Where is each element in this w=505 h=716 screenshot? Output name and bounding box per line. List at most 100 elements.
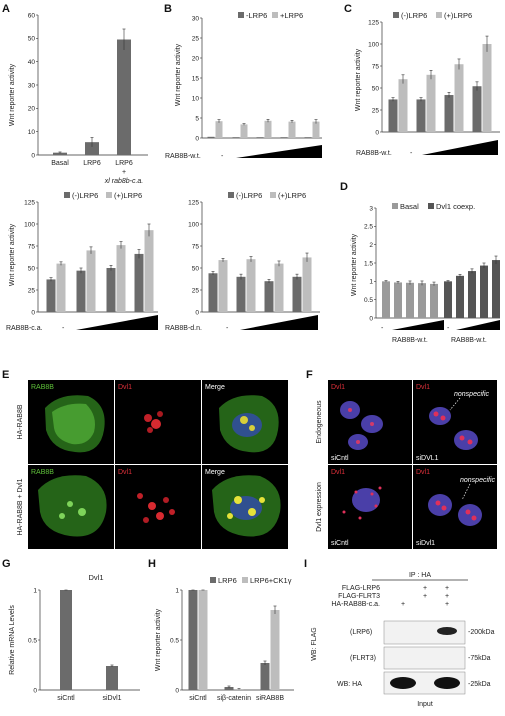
panel-c-ytick-label: 75 [372,63,380,70]
panel-b-chart: 0 5 10 15 20 25 30 [192,15,322,142]
panel-f-nonspecific-1: nonspecific [454,391,490,398]
panel-c-s2-bar [426,74,436,132]
panel-h-s1-bar [188,590,198,690]
panel-c-ylabel: Wnt reporter activity [355,48,362,111]
panel-a-lower-ylabel: Wnt reporter activity [9,223,16,286]
panel-i-sign-r0c1: + [423,585,427,592]
panel-d-s2-bar [456,275,464,318]
panel-g-ytick-label: 0 [33,687,37,694]
panel-label-g: G [2,558,11,570]
panel-label-a: A [2,3,10,15]
panel-i-sign-r1c2: + [445,593,449,600]
panel-i-wb-flag-top: WB: FLAG [311,627,318,660]
panel-a-bar [85,142,99,155]
panel-a-lower-s2-bar [116,245,126,312]
panel-b-s2-bar [288,121,296,138]
panel-b-lower-s1-bar [292,276,302,312]
panel-g-ytick-label: 0.5 [28,637,37,644]
panel-a-lower-s1-bar [134,253,144,312]
panel-b-ytick-label: 25 [192,35,200,42]
panel-f-image-r1c2 [413,380,497,464]
panel-g-bar [60,590,72,690]
panel-d-ytick-label: 0 [369,315,373,322]
panel-h-legend-swatch-1 [210,577,216,583]
panel-i-blot [372,579,468,695]
panel-d-dash-2: - [447,325,450,332]
panel-b-legend-1: -LRP6 [246,11,267,20]
panel-b-s1-bar [280,137,288,138]
panel-f-image-r2c2 [413,465,497,549]
panel-c-chart: 0 25 50 75 100 125 [368,19,500,136]
panel-b-lower-ytick-label: 0 [195,309,199,316]
panel-c-ytick-label: 0 [375,129,379,136]
panel-d-s2-bar [480,265,488,318]
panel-b-lower-ytick-label: 50 [192,265,200,272]
panel-b-dash: - [221,153,224,160]
panel-a-lower-s2-bar [144,230,154,312]
panel-b-xlabel: RAB8B-w.t. [165,153,201,160]
panel-a-lower-legend-1: (-)LRP6 [72,191,98,200]
panel-b-ylabel: Wnt reporter activity [175,43,182,106]
panel-a-lower-ytick-label: 0 [31,309,35,316]
panel-d-s2-bar [492,260,500,318]
panel-b-lower-ytick-label: 125 [188,199,199,206]
panel-a-cat-lrp6b: LRP6 [115,160,133,167]
panel-i-ip-label: IP : HA [409,572,431,579]
panel-c-s2-bar [454,64,464,132]
panel-a-lower-s1-bar [106,268,116,312]
panel-b-legend-swatch-1 [238,12,244,18]
panel-f-bottom-r2c1: siCntl [331,540,349,547]
panel-d-xlabel-1: RAB8B-w.t. [392,337,428,344]
panel-b-lower-s1-bar [208,273,218,312]
panel-c-legend-2: (+)LRP6 [444,11,472,20]
panel-b-lower-legend-1: (-)LRP6 [236,191,262,200]
panel-label-i: I [304,558,307,570]
panel-g-bar [106,666,118,690]
panel-a-lower-s2-bar [86,250,96,312]
panel-b-legend-2: +LRP6 [280,11,303,20]
panel-f-nonspecific-2: nonspecific [460,477,496,484]
panel-c-legend-1: (-)LRP6 [401,11,427,20]
panel-b-lower-s1-bar [264,281,274,312]
panel-b-ytick-label: 30 [192,15,200,22]
panel-c-legend-swatch-1 [393,12,399,18]
panel-a-lower-s1-bar [46,279,56,312]
panel-a-ytick-label: 60 [28,12,36,19]
panel-f-micrographs [328,380,497,549]
panel-b-lower-s2-bar [274,263,284,312]
panel-b-ytick-label: 15 [192,75,200,82]
panel-b-s1-bar [304,137,312,138]
panel-g-ylabel: Relative mRNA Levels [9,605,16,675]
panel-h-ytick-label: 0 [175,687,179,694]
panel-h-cat-label: siCntl [189,695,207,702]
panel-i-kda-3: -25kDa [468,681,491,688]
panel-b-lower-ytick-label: 100 [188,221,199,228]
panel-a-lower-s1-bar [76,270,86,312]
panel-a-lower-chart: 0 25 50 75 100 125 [24,199,158,316]
panel-d-s1-bar [394,282,402,318]
panel-e-title-r1c2: Dvl1 [118,384,132,391]
panel-i-sign-r1c1: + [423,593,427,600]
panel-a-ytick-label: 20 [28,106,36,113]
panel-h-legend-swatch-2 [242,577,248,583]
panel-a-ytick-label: 0 [31,152,35,159]
panel-a-lower-ytick-label: 75 [28,243,36,250]
panel-f-title-r2c2: Dvl1 [416,469,430,476]
panel-d-s1-bar [406,282,414,318]
panel-i-wb-ha-top: WB: HA [337,681,362,688]
panel-i-row-flrt3: FLAG-FLRT3 [338,593,380,600]
panel-h-s2-bar [270,610,280,690]
panel-b-s1-bar [232,137,240,138]
panel-b-ytick-label: 0 [195,135,199,142]
panel-b-lower-s1-bar [236,276,246,312]
panel-i-kda-2: -75kDa [468,655,491,662]
panel-b-lower-s2-bar [246,259,256,312]
panel-i-kda-1: -200kDa [468,629,495,636]
panel-b-lower-s2-bar [218,260,228,312]
panel-d-chart: 0 0.5 1 1.5 2 2.5 3 [364,205,500,322]
panel-i-sign-r0c2: + [445,585,449,592]
panel-c-s1-bar [388,99,398,132]
panel-a-lower-ytick-label: 25 [28,287,36,294]
panel-b-lower-ytick-label: 75 [192,243,200,250]
